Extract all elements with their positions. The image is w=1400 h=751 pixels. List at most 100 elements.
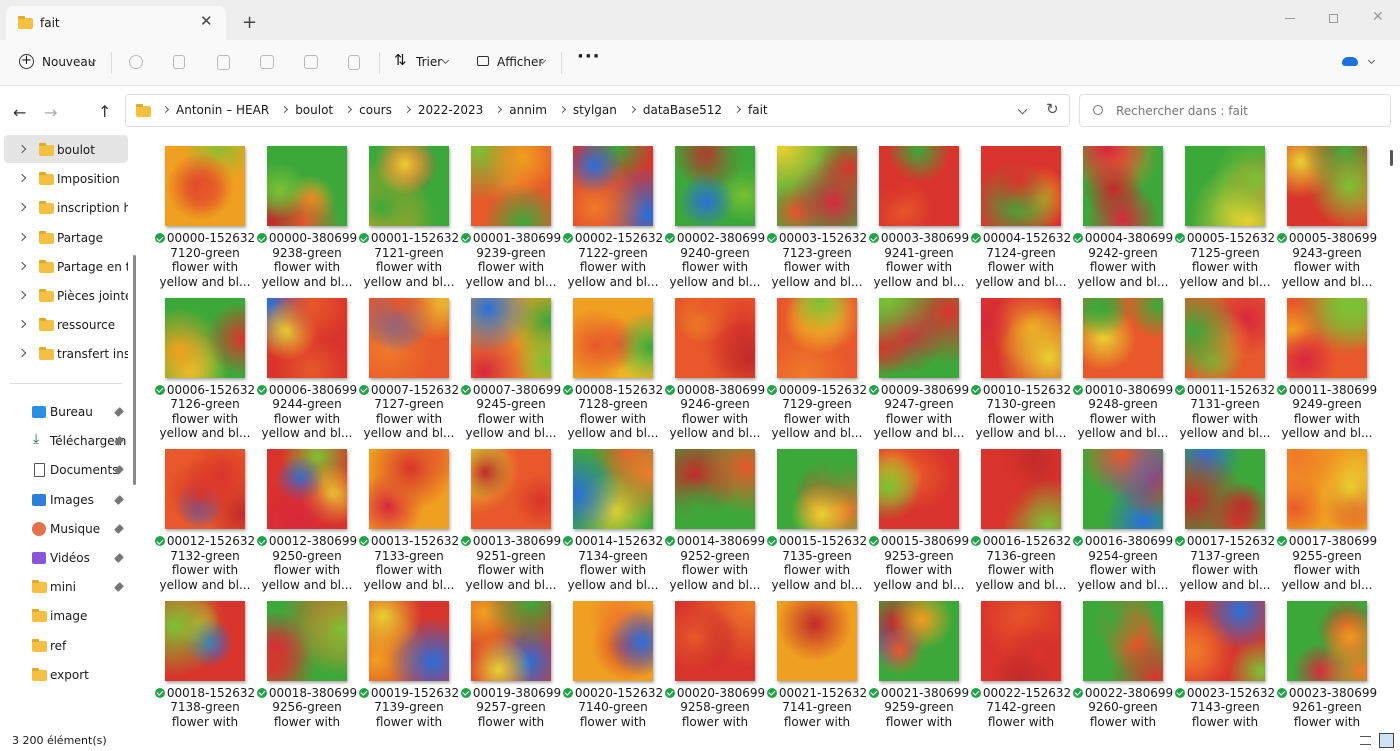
file-tile[interactable]: 00006-380699 9244-green flower with yellow …: [256, 297, 358, 448]
details-view[interactable]: [1360, 736, 1371, 745]
file-tile[interactable]: 00016-380699 9254-green flower with yellow …: [1072, 449, 1174, 599]
minimize[interactable]: [1285, 18, 1295, 19]
tree-item[interactable]: transfert insta: [57, 347, 128, 362]
file-tile[interactable]: 00000-380699 9238-green flower with yellow …: [256, 146, 358, 296]
file-tile[interactable]: 00023-380699 9261-green flower with: [1276, 600, 1378, 731]
file-tile[interactable]: 00008-380699 9246-green flower with yellow …: [664, 297, 766, 448]
file-name: 00005-380699 9243-green flower with yellow …: [1276, 231, 1378, 289]
file-tile[interactable]: 00007-380699 9245-green flower with yellow …: [460, 297, 562, 448]
file-tile[interactable]: 00019-380699 9257-green flower with: [460, 600, 562, 731]
quick-access-item[interactable]: Téléchargem: [50, 434, 127, 449]
refresh-button[interactable]: ↻: [1046, 100, 1059, 118]
sidebar-scrollbar[interactable]: [133, 255, 136, 485]
file-tile[interactable]: 00007-152632 7127-green flower with yellow …: [358, 297, 460, 448]
file-tile[interactable]: 00019-152632 7139-green flower with: [358, 600, 460, 731]
tiles-view[interactable]: [1379, 733, 1394, 748]
address-bar[interactable]: Antonin – HEAR boulot cours 2022-2023 annim s…: [125, 94, 1070, 127]
file-tile[interactable]: 00015-380699 9253-green flower with yellow …: [868, 449, 970, 599]
file-tile[interactable]: 00013-380699 9251-green flower with yellow …: [460, 449, 562, 599]
breadcrumb[interactable]: boulot: [295, 103, 334, 117]
quick-access-item[interactable]: Bureau: [50, 405, 93, 419]
file-tile[interactable]: 00011-380699 9249-green flower with yellow …: [1276, 297, 1378, 448]
file-tile[interactable]: 00002-152632 7122-green flower with yellow …: [562, 146, 664, 296]
quick-access-item[interactable]: Musique: [50, 521, 101, 536]
quick-access-item[interactable]: export: [50, 667, 89, 682]
file-tile[interactable]: 00004-152632 7124-green flower with yellow …: [970, 146, 1072, 296]
more-button[interactable]: ···: [577, 46, 601, 67]
quick-access-item[interactable]: Documents: [50, 463, 119, 478]
file-tile[interactable]: 00002-380699 9240-green flower with yellow …: [664, 146, 766, 296]
file-tile[interactable]: 00004-380699 9242-green flower with yellow …: [1072, 146, 1174, 296]
quick-access-item[interactable]: Vidéos: [50, 551, 90, 565]
view-button[interactable]: Afficher: [497, 55, 544, 69]
new-button[interactable]: Nouveau: [42, 55, 96, 69]
file-tile[interactable]: 00023-152632 7143-green flower with: [1174, 600, 1276, 731]
quick-access-item[interactable]: Images: [50, 492, 94, 507]
up-button[interactable]: ↑: [98, 102, 112, 121]
file-tile[interactable]: 00014-152632 7134-green flower with yellow …: [562, 449, 664, 599]
file-tile[interactable]: 00021-152632 7141-green flower with: [766, 600, 868, 731]
file-tile[interactable]: 00021-380699 9259-green flower with: [868, 600, 970, 731]
file-tile[interactable]: 00020-380699 9258-green flower with: [664, 600, 766, 731]
file-tile[interactable]: 00016-152632 7136-green flower with yellow …: [970, 449, 1072, 599]
file-tile[interactable]: 00015-152632 7135-green flower with yellow …: [766, 449, 868, 599]
file-tile[interactable]: 00005-380699 9243-green flower with yellow …: [1276, 146, 1378, 296]
file-tile[interactable]: 00010-380699 9248-green flower with yellow …: [1072, 297, 1174, 448]
file-tile[interactable]: 00001-380699 9239-green flower with yellow …: [460, 146, 562, 296]
file-tile[interactable]: 00012-152632 7132-green flower with yellow …: [154, 449, 256, 599]
file-tile[interactable]: 00018-380699 9256-green flower with: [256, 600, 358, 731]
tree-item[interactable]: ressource: [57, 318, 116, 333]
back-button[interactable]: ←: [13, 103, 27, 122]
breadcrumb[interactable]: 2022-2023: [417, 103, 484, 117]
quick-access-item[interactable]: ref: [50, 638, 67, 653]
breadcrumb[interactable]: Antonin – HEAR: [176, 103, 270, 117]
forward-button[interactable]: →: [44, 103, 58, 122]
file-tile[interactable]: 00006-152632 7126-green flower with yellow …: [154, 297, 256, 448]
file-tile[interactable]: 00003-152632 7123-green flower with yellow …: [766, 146, 868, 296]
search-box[interactable]: Rechercher dans : fait: [1079, 94, 1391, 127]
tree-item[interactable]: Partage: [57, 230, 104, 245]
file-tile[interactable]: 00020-152632 7140-green flower with: [562, 600, 664, 731]
content-scrollbar[interactable]: [1390, 150, 1393, 166]
breadcrumb[interactable]: fait: [748, 103, 768, 117]
file-tile[interactable]: 00017-152632 7137-green flower with yellow …: [1174, 449, 1276, 599]
tree-item[interactable]: Pièces jointes: [57, 289, 128, 303]
breadcrumb[interactable]: dataBase512: [642, 103, 723, 117]
file-tile[interactable]: 00010-152632 7130-green flower with yellow …: [970, 297, 1072, 448]
file-name: 00003-152632 7123-green flower with yellow …: [766, 231, 868, 289]
breadcrumb[interactable]: annim: [509, 103, 547, 117]
file-name-line: yellow and bl...: [970, 426, 1072, 441]
file-tile[interactable]: 00000-152632 7120-green flower with yellow …: [154, 146, 256, 296]
sort-button[interactable]: Trier: [416, 55, 443, 69]
history-dropdown[interactable]: [1017, 104, 1028, 115]
breadcrumb[interactable]: stylgan: [572, 103, 617, 117]
tree-item[interactable]: boulot: [57, 143, 95, 157]
file-tile[interactable]: 00009-152632 7129-green flower with yellow …: [766, 297, 868, 448]
quick-access-item[interactable]: image: [50, 609, 88, 624]
onedrive-icon[interactable]: [1342, 57, 1358, 66]
maximize[interactable]: [1329, 14, 1338, 23]
tab[interactable]: fait ✕: [6, 6, 226, 40]
file-tile[interactable]: 00014-380699 9252-green flower with yellow …: [664, 449, 766, 599]
tree-item[interactable]: inscription hea: [57, 201, 128, 216]
quick-access-item[interactable]: mini: [50, 580, 76, 595]
close-window[interactable]: ✕: [1372, 9, 1384, 25]
file-tile[interactable]: 00001-152632 7121-green flower with yellow …: [358, 146, 460, 296]
file-tile[interactable]: 00008-152632 7128-green flower with yellow …: [562, 297, 664, 448]
file-tile[interactable]: 00012-380699 9250-green flower with yellow …: [256, 449, 358, 599]
file-tile[interactable]: 00005-152632 7125-green flower with yellow …: [1174, 146, 1276, 296]
breadcrumb[interactable]: cours: [359, 103, 392, 117]
file-tile[interactable]: 00022-152632 7142-green flower with: [970, 600, 1072, 731]
close-tab[interactable]: ✕: [200, 12, 213, 30]
file-tile[interactable]: 00009-380699 9247-green flower with yellow …: [868, 297, 970, 448]
file-name: 00019-380699 9257-green flower with: [460, 686, 562, 730]
file-tile[interactable]: 00011-152632 7131-green flower with yellow …: [1174, 297, 1276, 448]
tree-item[interactable]: Imposition: [57, 172, 120, 187]
file-tile[interactable]: 00017-380699 9255-green flower with yellow …: [1276, 449, 1378, 599]
tree-item[interactable]: Partage en tou: [57, 259, 128, 274]
file-tile[interactable]: 00013-152632 7133-green flower with yellow …: [358, 449, 460, 599]
file-tile[interactable]: 00003-380699 9241-green flower with yellow …: [868, 146, 970, 296]
new-tab[interactable]: +: [242, 12, 258, 33]
file-tile[interactable]: 00022-380699 9260-green flower with: [1072, 600, 1174, 731]
file-tile[interactable]: 00018-152632 7138-green flower with: [154, 600, 256, 731]
